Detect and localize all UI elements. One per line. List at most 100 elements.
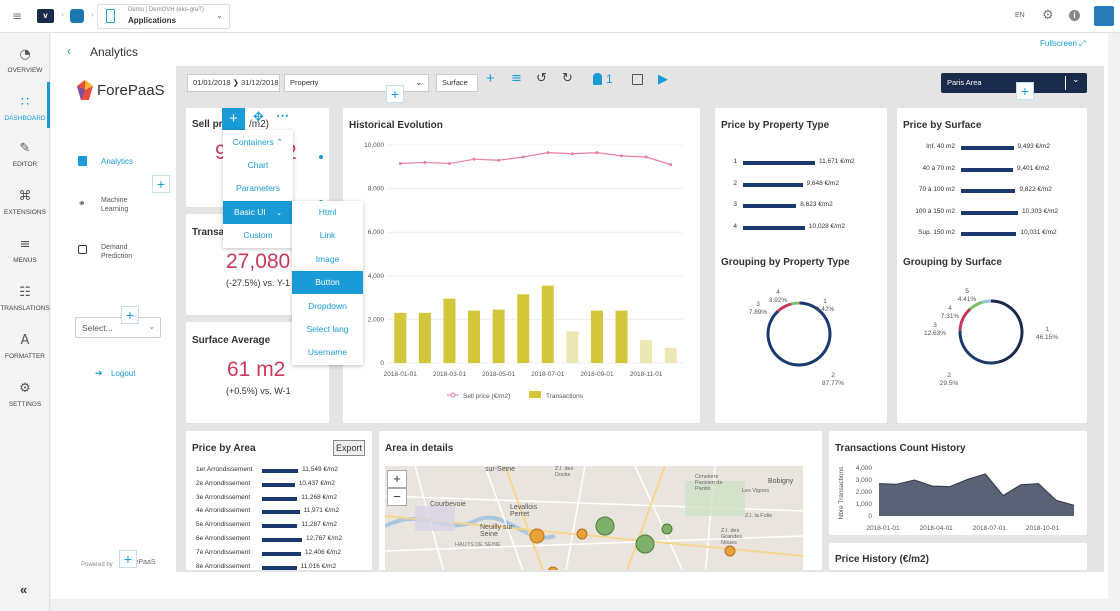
area-select[interactable]: Paris Area ⌄ <box>941 73 1087 93</box>
export-button[interactable]: Export <box>333 440 366 456</box>
page-title: Analytics <box>90 45 139 59</box>
redo-icon[interactable]: ↻ <box>562 71 573 86</box>
transactions-bar <box>443 298 456 363</box>
surface-select[interactable]: Surface <box>436 74 478 92</box>
back-chevron-icon[interactable]: ‹ <box>67 44 71 58</box>
submenu-item-image[interactable]: Image <box>315 254 340 264</box>
zoom-in-button[interactable]: + <box>387 470 407 488</box>
bar <box>262 565 297 570</box>
date-range-picker[interactable]: 01/01/2018 ❯ 31/12/2018 <box>187 74 280 92</box>
x-tick-label: 2018-05-01 <box>482 371 516 378</box>
sell-price-point <box>570 152 574 156</box>
transactions-bar <box>418 312 431 363</box>
submenu-item-link[interactable]: Link <box>319 230 336 240</box>
language-selector[interactable]: EN <box>1015 12 1025 19</box>
bar-value-label: 11,671 €/m2 <box>819 158 855 165</box>
app-selector[interactable]: Demo | DemOVH (eks-graT) Applications ⌄ <box>97 4 230 29</box>
sidebar-item-label: TRANSLATIONS <box>0 305 50 312</box>
kpi-subtext: (+0.5%) vs. W-1 <box>226 386 291 396</box>
more-icon[interactable]: ⋯ <box>276 108 289 123</box>
gear-icon[interactable]: ⚙ <box>1042 8 1054 23</box>
sidebar-item-menus[interactable]: ≡ MENUS <box>0 237 50 264</box>
add-component-button[interactable]: + <box>152 175 170 193</box>
sell-price-point <box>595 151 599 155</box>
submenu-item-dropdown[interactable]: Dropdown <box>308 301 347 311</box>
nav-label: Analytics <box>101 157 134 166</box>
undo-icon[interactable]: ↺ <box>536 71 547 86</box>
bar-value-label: 9,401 €/m2 <box>1017 164 1050 172</box>
menu-item-chart[interactable]: Chart <box>247 160 269 170</box>
hamburger-icon[interactable]: ≡ <box>12 9 23 23</box>
menu-item-parameters[interactable]: Parameters <box>236 183 280 193</box>
menu-item-containers[interactable]: Containers ⌃ <box>232 137 284 147</box>
info-icon[interactable]: i <box>1069 10 1080 21</box>
bar <box>961 189 1016 193</box>
submenu-item-button[interactable]: Button <box>292 271 363 294</box>
map-label: Levallois Perret <box>510 504 538 518</box>
card-title: Grouping by Property Type <box>721 257 850 268</box>
map-view[interactable]: sur-Seine Z.I. des Docks Cimetiere Paris… <box>385 466 803 570</box>
add-icon[interactable]: + <box>486 70 495 87</box>
fullscreen-link[interactable]: Fullscreen ⤢ <box>1040 39 1086 49</box>
card-title: Surface Average <box>192 335 271 346</box>
kpi-subtext: (-27.5%) vs. Y-1 <box>226 278 291 288</box>
donut-slice <box>766 301 832 367</box>
donut-slice <box>990 299 1024 364</box>
donut-category-label: 5 <box>965 288 969 295</box>
bar-value-label: 9,648 €/m2 <box>806 179 840 187</box>
bar-value-label: 11,268 €/m2 <box>301 493 337 501</box>
app-label: Applications <box>128 16 177 25</box>
gear-icon: ⚙ <box>19 381 31 396</box>
sidebar-item-overview[interactable]: ◔ OVERVIEW <box>0 47 50 74</box>
sidebar-item-editor[interactable]: ✎ EDITOR <box>0 141 50 168</box>
bar-category-label: 100 à 150 m2 <box>915 207 955 215</box>
app-logo-icon[interactable]: v <box>37 9 54 23</box>
property-select[interactable]: Property ⌄ <box>284 74 429 92</box>
map-label: Z.I. des Grandes Noues <box>721 528 743 546</box>
chevron-down-icon: ⌄ <box>148 321 156 331</box>
donut-value-label: 3.92% <box>769 297 788 304</box>
select-dropdown[interactable]: Select... ⌄ <box>75 317 161 338</box>
bar-value-label: 9,822 €/m2 <box>1019 186 1052 193</box>
avatar[interactable] <box>1094 6 1114 26</box>
add-component-button[interactable]: + <box>1016 82 1034 100</box>
historical-chart: 0 2,000 4,000 6,000 8,000 10,000 2018-01-01 201… <box>364 142 683 400</box>
list-icon[interactable]: ≡ <box>511 71 522 86</box>
bar-value-label: 12,406 €/m2 <box>304 548 341 556</box>
component-menu: Containers ⌃ Chart Parameters Basic UI ⌄… <box>223 130 293 248</box>
menu-item-basic-ui[interactable]: Basic UI ⌄ <box>223 201 293 224</box>
area-line <box>878 473 1075 506</box>
cube-icon[interactable] <box>70 9 84 23</box>
submenu-item-select-lang[interactable]: Select lang <box>306 324 349 334</box>
indicator-dot <box>319 155 323 159</box>
menu-item-custom[interactable]: Custom <box>243 230 273 240</box>
logout-label: Logout <box>111 369 136 378</box>
y-tick-label: 6,000 <box>368 229 385 236</box>
submenu-item-username[interactable]: Username <box>307 347 348 357</box>
sidebar-item-formatter[interactable]: A FORMATTER <box>0 333 50 360</box>
sidebar-item-dashboard[interactable]: ∷ DASHBOARD <box>0 95 50 122</box>
donut-value-label: 29.5% <box>940 380 959 387</box>
zoom-out-button[interactable]: − <box>387 488 407 506</box>
submenu-item-html[interactable]: Html <box>318 207 337 217</box>
save-icon[interactable] <box>632 74 643 85</box>
play-icon[interactable]: ▶ <box>658 71 668 86</box>
users-icon[interactable] <box>593 73 602 85</box>
add-component-button[interactable]: + <box>119 550 137 568</box>
x-tick-label: 2018-01-01 <box>866 525 900 532</box>
surface-donut: 146.15% 229.5% 312.63% 47.31% 54.41% <box>924 288 1058 387</box>
bar <box>262 551 301 556</box>
move-icon[interactable]: ✥ <box>253 110 264 125</box>
collapse-sidebar-icon[interactable]: « <box>20 582 28 597</box>
add-component-button[interactable]: + <box>121 306 139 324</box>
bar-category-label: Sup. 150 m2 <box>918 229 955 236</box>
add-button[interactable]: + <box>222 108 245 130</box>
donut-slice <box>791 301 800 306</box>
sidebar-item-extensions[interactable]: ⌘ EXTENSIONS <box>0 189 50 216</box>
active-indicator <box>47 82 50 128</box>
sidebar-item-translations[interactable]: ☷ TRANSLATIONS <box>0 285 50 312</box>
add-component-button[interactable]: + <box>386 85 404 103</box>
donut-category-label: 1 <box>823 298 827 305</box>
surface-placeholder: Surface <box>442 78 468 87</box>
sidebar-item-settings[interactable]: ⚙ SETTINGS <box>0 381 50 408</box>
